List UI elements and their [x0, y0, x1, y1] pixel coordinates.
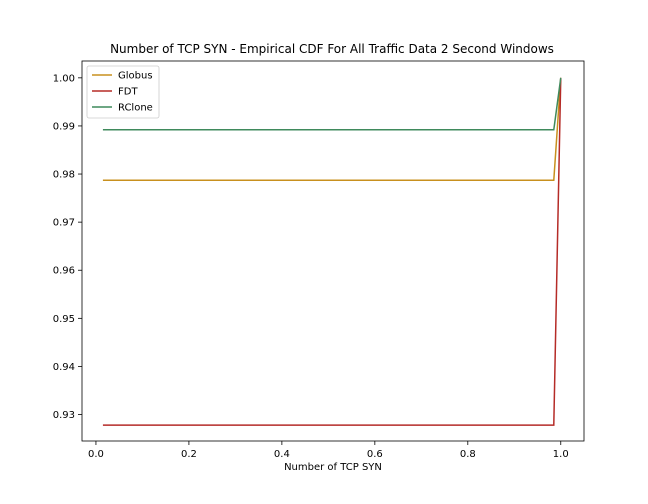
x-tick-label: 0.4 — [274, 449, 290, 460]
y-axis-ticks: 0.93 0.94 0.95 0.96 0.97 0.98 0.99 1.00 — [53, 73, 82, 421]
legend-label-fdt: FDT — [118, 87, 138, 98]
plot-lines — [102, 77, 562, 426]
x-tick-label: 0.8 — [460, 449, 476, 460]
y-tick-label: 0.95 — [53, 314, 75, 325]
y-tick-label: 0.93 — [53, 410, 75, 421]
x-axis-label: Number of TCP SYN — [284, 462, 382, 473]
series-line-rclone — [102, 77, 562, 131]
chart-title: Number of TCP SYN - Empirical CDF For Al… — [110, 42, 554, 56]
y-tick-label: 0.94 — [53, 362, 75, 373]
legend-box — [86, 65, 160, 119]
plot-frame — [81, 60, 585, 442]
y-tick-label: 0.98 — [53, 170, 75, 181]
legend-label-globus: Globus — [118, 71, 153, 82]
y-tick-label: 0.97 — [53, 218, 75, 229]
x-tick-label: 0.0 — [88, 449, 104, 460]
x-tick-label: 0.6 — [367, 449, 383, 460]
y-tick-label: 0.96 — [53, 266, 75, 277]
x-tick-label: 0.2 — [181, 449, 197, 460]
x-axis-ticks: 0.0 0.2 0.4 0.6 0.8 1.0 — [88, 441, 569, 460]
x-tick-label: 1.0 — [553, 449, 569, 460]
legend-label-rclone: RClone — [118, 103, 153, 114]
legend: Globus FDT RClone — [86, 65, 160, 119]
series-line-fdt — [102, 77, 562, 426]
y-tick-label: 0.99 — [53, 121, 75, 132]
series-line-globus — [102, 77, 562, 182]
y-tick-label: 1.00 — [53, 73, 75, 84]
